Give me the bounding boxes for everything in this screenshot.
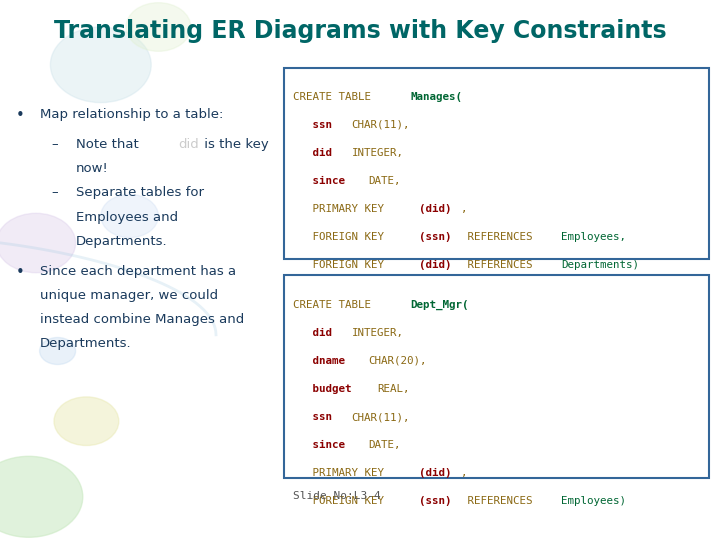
Text: now!: now! (76, 162, 108, 175)
Text: Map relationship to a table:: Map relationship to a table: (40, 108, 223, 121)
Text: REFERENCES: REFERENCES (461, 496, 539, 507)
Circle shape (126, 3, 191, 51)
Text: Separate tables for: Separate tables for (76, 186, 204, 199)
Text: FOREIGN KEY: FOREIGN KEY (293, 260, 390, 271)
Text: CHAR(11),: CHAR(11), (352, 412, 410, 422)
Text: since: since (293, 440, 351, 450)
Text: •: • (16, 265, 24, 280)
Text: (did): (did) (419, 204, 451, 214)
Bar (284, 68, 709, 259)
Text: REFERENCES: REFERENCES (461, 232, 539, 242)
Text: (ssn): (ssn) (419, 232, 451, 242)
Text: did: did (293, 148, 338, 158)
Text: FOREIGN KEY: FOREIGN KEY (293, 232, 390, 242)
Text: FOREIGN KEY: FOREIGN KEY (293, 496, 390, 507)
Text: CHAR(11),: CHAR(11), (352, 120, 410, 130)
Circle shape (0, 456, 83, 537)
Text: Employees): Employees) (562, 496, 626, 507)
Text: INTEGER,: INTEGER, (352, 148, 404, 158)
Text: CREATE TABLE: CREATE TABLE (293, 92, 384, 102)
Text: INTEGER,: INTEGER, (352, 328, 404, 338)
Bar (284, 275, 709, 478)
Text: ssn: ssn (293, 412, 338, 422)
Text: –: – (52, 138, 58, 151)
Text: Since each department has a: Since each department has a (40, 265, 235, 278)
Text: (did): (did) (419, 260, 451, 271)
Text: did: did (178, 138, 199, 151)
Text: ssn: ssn (293, 120, 338, 130)
Text: Departments): Departments) (562, 260, 639, 271)
Text: ,: , (461, 468, 467, 478)
Text: –: – (52, 186, 58, 199)
Text: PRIMARY KEY: PRIMARY KEY (293, 204, 390, 214)
Text: DATE,: DATE, (369, 440, 401, 450)
Text: (did): (did) (419, 468, 451, 478)
Text: Dept_Mgr(: Dept_Mgr( (410, 300, 469, 310)
Text: ,: , (461, 204, 467, 214)
Text: did: did (293, 328, 338, 338)
Text: since: since (293, 176, 351, 186)
Text: Departments.: Departments. (76, 235, 167, 248)
Circle shape (40, 338, 76, 364)
Text: is the key: is the key (200, 138, 269, 151)
Text: Manages(: Manages( (410, 92, 462, 102)
Circle shape (54, 397, 119, 445)
Text: CHAR(20),: CHAR(20), (369, 356, 427, 366)
Text: Employees and: Employees and (76, 211, 178, 224)
Text: Note that: Note that (76, 138, 143, 151)
Text: Translating ER Diagrams with Key Constraints: Translating ER Diagrams with Key Constra… (54, 19, 666, 43)
Text: Employees,: Employees, (562, 232, 626, 242)
Text: dname: dname (293, 356, 351, 366)
Text: •: • (16, 108, 24, 123)
Text: budget: budget (293, 384, 358, 394)
Circle shape (101, 194, 158, 238)
Text: (ssn): (ssn) (419, 496, 451, 507)
Text: CREATE TABLE: CREATE TABLE (293, 300, 384, 310)
Circle shape (0, 213, 76, 273)
Text: unique manager, we could: unique manager, we could (40, 289, 217, 302)
Text: REFERENCES: REFERENCES (461, 260, 539, 271)
Text: DATE,: DATE, (369, 176, 401, 186)
Text: REAL,: REAL, (377, 384, 410, 394)
Text: Departments.: Departments. (40, 338, 131, 350)
Text: PRIMARY KEY: PRIMARY KEY (293, 468, 390, 478)
Text: instead combine Manages and: instead combine Manages and (40, 313, 244, 326)
Text: Slide No:L3-4: Slide No:L3-4 (293, 491, 381, 502)
Circle shape (50, 27, 151, 103)
